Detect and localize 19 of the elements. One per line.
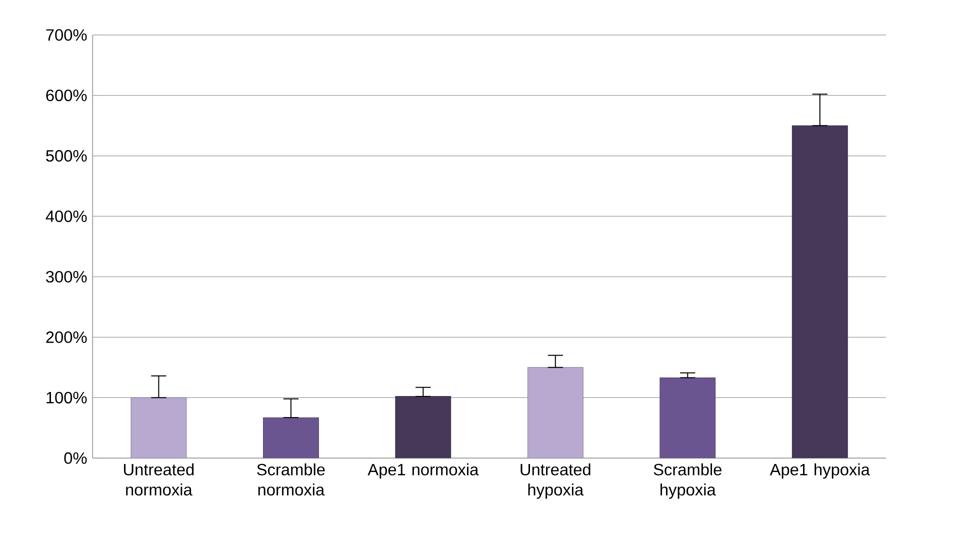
bar (395, 396, 452, 458)
y-tick-label: 0% (64, 452, 87, 464)
y-tick-label: 600% (46, 90, 87, 102)
y-tick-label: 700% (46, 29, 87, 41)
x-tick-label: Scramble hypoxia (654, 463, 722, 499)
y-tick-label: 200% (46, 331, 87, 344)
y-tick-label: 300% (46, 271, 87, 283)
x-tick-label: Scramble normoxia (257, 463, 325, 496)
x-tick-label: Ape1 hypoxia (770, 463, 870, 479)
x-tick-label: Ape1 normoxia (368, 463, 479, 479)
bar (792, 125, 848, 458)
bar (130, 397, 187, 458)
bar (527, 367, 584, 458)
x-tick-label: Untreated hypoxia (520, 463, 590, 499)
y-tick-label: 400% (46, 210, 87, 222)
x-tick-label: Untreated normoxia (124, 463, 194, 496)
bar (262, 417, 319, 458)
y-tick-label: 100% (46, 392, 87, 404)
y-tick-label: 500% (46, 150, 87, 162)
